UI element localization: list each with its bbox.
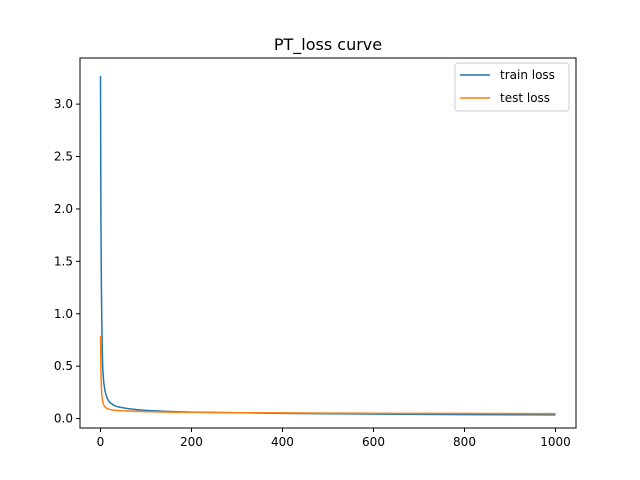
y-tick-label: 0.0 (54, 412, 73, 426)
x-tick-label: 800 (453, 435, 476, 449)
x-tick-label: 400 (271, 435, 294, 449)
y-tick-label: 0.5 (54, 359, 73, 373)
y-axis: 0.0 0.5 1.0 1.5 2.0 2.5 3.0 (54, 97, 80, 426)
series-line-0 (99, 75, 556, 416)
y-tick-label: 2.0 (54, 202, 73, 216)
y-tick-label: 2.5 (54, 150, 73, 164)
x-tick-label: 0 (97, 435, 105, 449)
x-tick-label: 600 (362, 435, 385, 449)
x-tick-label: 1000 (540, 435, 571, 449)
chart-title: PT_loss curve (274, 35, 382, 55)
legend-label-1: test loss (500, 91, 550, 105)
legend-label-0: train loss (500, 68, 555, 82)
series-line-1 (99, 335, 556, 415)
y-tick-label: 3.0 (54, 97, 73, 111)
plot-frame (79, 57, 577, 429)
y-tick-label: 1.0 (54, 307, 73, 321)
series-layer (99, 75, 556, 416)
x-tick-label: 200 (180, 435, 203, 449)
legend: train loss test loss (454, 62, 570, 112)
y-tick-label: 1.5 (54, 254, 73, 268)
x-axis: 0 200 400 600 800 1000 (97, 428, 571, 449)
